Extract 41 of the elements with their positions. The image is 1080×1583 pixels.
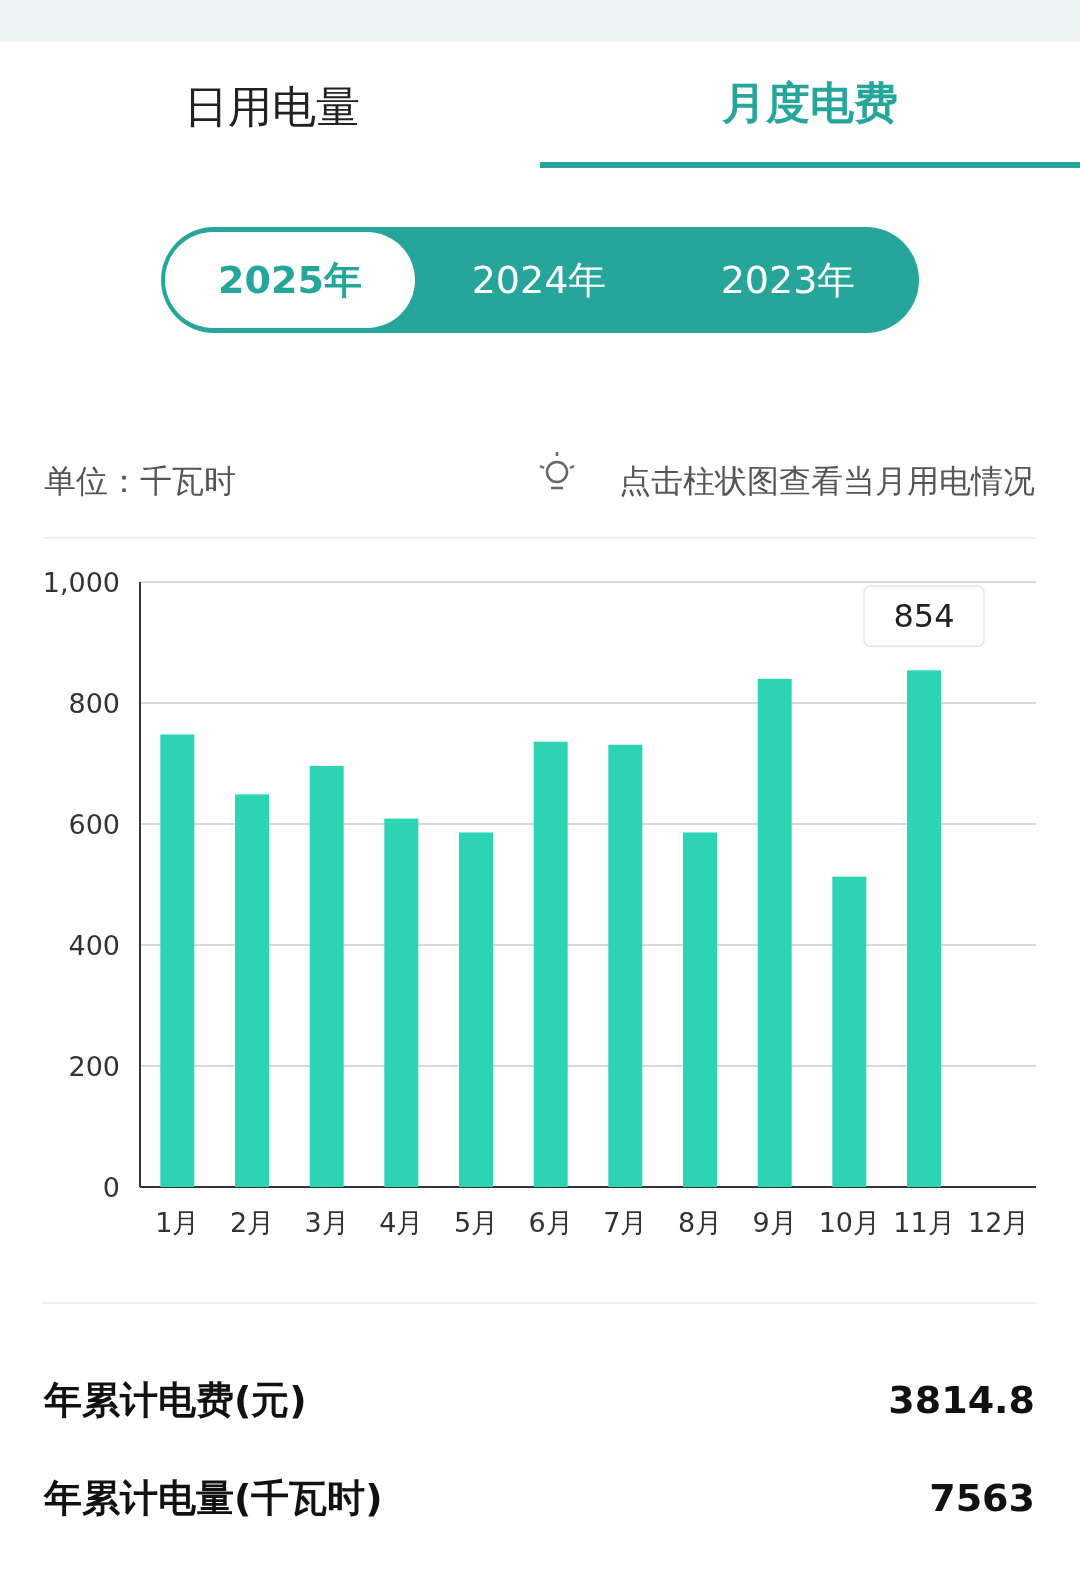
text: 2024年	[471, 258, 607, 302]
bar	[757, 678, 792, 1187]
x-tick-label: 8月	[677, 1207, 723, 1238]
bar	[235, 794, 269, 1187]
text: 2025年	[218, 258, 362, 302]
text: 2023年	[720, 258, 856, 302]
bar	[832, 876, 867, 1187]
text: 月度电费	[721, 77, 898, 128]
data-label: 854	[893, 597, 955, 636]
bar	[384, 818, 419, 1187]
x-tick-label: 5月	[453, 1207, 499, 1238]
text: 3814.8	[888, 1378, 1035, 1422]
bar	[533, 741, 568, 1187]
x-tick-label: 10月	[818, 1207, 881, 1238]
y-tick-label: 800	[68, 688, 120, 719]
bar	[160, 734, 195, 1187]
y-tick-label: 200	[68, 1051, 120, 1082]
y-axis-title: 单位：千瓦时	[44, 462, 236, 500]
bar	[608, 744, 643, 1187]
x-tick-label: 4月	[379, 1207, 424, 1238]
bar	[907, 670, 941, 1187]
text: 点击柱状图查看当月用电情况	[619, 462, 1035, 500]
text: 7563	[929, 1476, 1035, 1520]
x-tick-label: 11月	[893, 1207, 955, 1238]
text: 日用电量	[184, 81, 360, 132]
x-tick-label: 12月	[967, 1207, 1030, 1238]
x-tick-label: 2月	[229, 1207, 275, 1238]
text: 年累计电费(元)	[43, 1378, 307, 1422]
text: 年累计电量(千瓦时)	[43, 1476, 383, 1520]
x-tick-label: 7月	[603, 1207, 648, 1238]
y-tick-label: 400	[68, 930, 120, 961]
bar	[309, 765, 344, 1187]
x-tick-label: 1月	[155, 1207, 200, 1238]
x-tick-label: 9月	[752, 1207, 797, 1238]
bar	[459, 832, 493, 1187]
y-tick-label: 600	[68, 809, 120, 840]
x-tick-label: 6月	[528, 1207, 573, 1238]
y-tick-label: 0	[102, 1172, 120, 1203]
bar	[683, 832, 717, 1187]
x-tick-label: 3月	[304, 1207, 349, 1238]
y-tick-label: 1,000	[42, 567, 120, 598]
